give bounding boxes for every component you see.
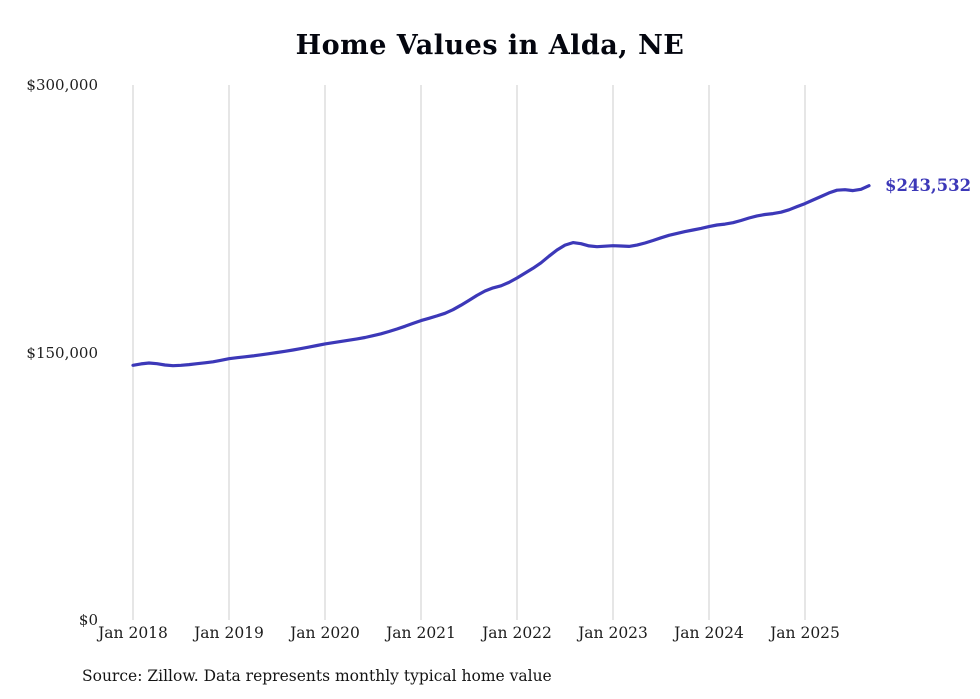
x-tick-label: Jan 2023 — [578, 624, 648, 642]
y-tick-label: $150,000 — [26, 343, 98, 362]
x-tick-label: Jan 2025 — [770, 624, 840, 642]
x-tick-label: Jan 2021 — [386, 624, 456, 642]
home-value-line — [131, 184, 871, 368]
x-tick-label: Jan 2022 — [482, 624, 552, 642]
latest-value-label: $243,532 — [885, 175, 972, 195]
chart-title: Home Values in Alda, NE — [295, 30, 685, 61]
x-tick-label: Jan 2020 — [290, 624, 360, 642]
x-tick-label: Jan 2018 — [98, 624, 168, 642]
x-tick-label: Jan 2024 — [674, 624, 744, 642]
x-tick-label: Jan 2019 — [194, 624, 264, 642]
y-tick-label: $0 — [78, 611, 98, 629]
source-note: Source: Zillow. Data represents monthly … — [82, 667, 552, 685]
y-tick-label: $300,000 — [26, 76, 98, 94]
